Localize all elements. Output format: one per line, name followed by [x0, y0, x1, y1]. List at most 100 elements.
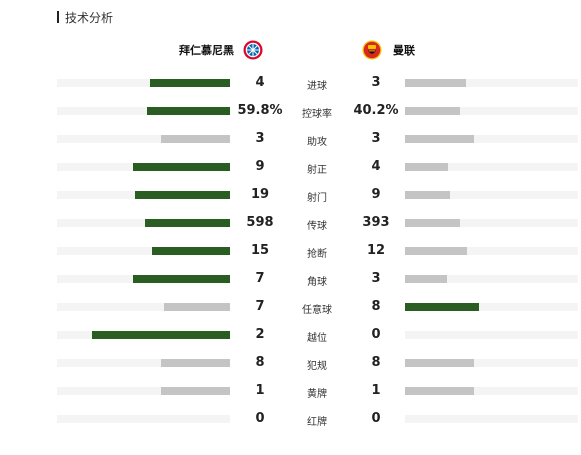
away-stat-bar — [405, 135, 578, 143]
home-stat-value: 59.8% — [237, 103, 283, 118]
home-stat-bar — [57, 275, 230, 283]
home-stat-bar — [57, 191, 230, 199]
home-stat-bar-fill — [133, 275, 230, 283]
stat-label: 犯规 — [307, 361, 327, 372]
away-stat-bar-fill — [405, 135, 474, 143]
home-stat-value: 598 — [246, 215, 274, 230]
stat-label: 射正 — [307, 165, 327, 176]
stat-row: 9 射正 4 — [0, 154, 581, 182]
home-stat-bar — [57, 219, 230, 227]
away-stat-value: 3 — [371, 271, 381, 286]
home-stat-value: 19 — [250, 187, 270, 202]
away-stat-value: 3 — [371, 131, 381, 146]
stat-row: 0 红牌 0 — [0, 406, 581, 434]
home-stat-value: 1 — [255, 383, 265, 398]
home-stat-value: 2 — [255, 327, 265, 342]
home-team[interactable]: 拜仁慕尼黑 — [179, 40, 263, 60]
home-stat-bar-fill — [161, 359, 230, 367]
stat-row: 15 抢断 12 — [0, 238, 581, 266]
home-stat-bar — [57, 331, 230, 339]
home-stat-bar-fill — [150, 79, 230, 87]
stat-label: 传球 — [307, 221, 327, 232]
away-stat-bar — [405, 107, 578, 115]
away-stat-value: 4 — [371, 159, 381, 174]
stat-row: 8 犯规 8 — [0, 350, 581, 378]
away-stat-bar-fill — [405, 387, 474, 395]
stat-label: 抢断 — [307, 249, 327, 260]
away-stat-bar — [405, 359, 578, 367]
home-stat-value: 9 — [255, 159, 265, 174]
home-team-name[interactable]: 拜仁慕尼黑 — [179, 44, 234, 57]
home-stat-bar-fill — [147, 107, 230, 115]
section-header: 技术分析 — [57, 9, 113, 25]
home-stat-value: 15 — [250, 243, 270, 258]
home-stat-value: 4 — [255, 75, 265, 90]
stat-row: 1 黄牌 1 — [0, 378, 581, 406]
stat-row: 19 射门 9 — [0, 182, 581, 210]
away-stat-value: 9 — [371, 187, 381, 202]
away-stat-bar — [405, 191, 578, 199]
stat-label: 进球 — [307, 81, 327, 92]
home-stat-bar — [57, 107, 230, 115]
stat-label: 控球率 — [302, 109, 332, 120]
stat-row: 3 助攻 3 — [0, 126, 581, 154]
home-stat-bar-fill — [145, 219, 230, 227]
stat-row: 598 传球 393 — [0, 210, 581, 238]
stat-label: 黄牌 — [307, 389, 327, 400]
away-stat-bar-fill — [405, 359, 474, 367]
away-team-name[interactable]: 曼联 — [393, 44, 415, 57]
away-team[interactable]: 曼联 — [362, 40, 415, 60]
away-stat-bar — [405, 163, 578, 171]
home-stat-value: 3 — [255, 131, 265, 146]
away-stat-bar-fill — [405, 247, 467, 255]
away-stat-value: 12 — [366, 243, 386, 258]
stats-list: 4 进球 3 59.8% 控球率 40.2% 3 助攻 3 9 射正 4 19 射门 9 598 传球 393 15… — [0, 70, 581, 434]
away-stat-value: 8 — [371, 355, 381, 370]
home-stat-value: 8 — [255, 355, 265, 370]
home-stat-bar — [57, 359, 230, 367]
away-stat-bar-fill — [405, 79, 466, 87]
home-stat-bar-fill — [164, 303, 230, 311]
away-stat-bar — [405, 331, 578, 339]
section-title: 技术分析 — [65, 10, 114, 25]
stat-label: 任意球 — [302, 305, 332, 316]
stat-row: 4 进球 3 — [0, 70, 581, 98]
away-stat-bar — [405, 275, 578, 283]
home-stat-bar-fill — [161, 135, 230, 143]
bayern-munich-logo-icon — [243, 40, 263, 60]
stat-row: 7 任意球 8 — [0, 294, 581, 322]
home-stat-value: 7 — [255, 299, 265, 314]
stat-label: 射门 — [307, 193, 327, 204]
away-stat-bar — [405, 415, 578, 423]
home-stat-bar — [57, 163, 230, 171]
away-stat-bar-fill — [405, 303, 479, 311]
stat-label: 助攻 — [307, 137, 327, 148]
away-stat-bar-fill — [405, 191, 450, 199]
home-stat-value: 0 — [255, 411, 265, 426]
away-stat-bar — [405, 219, 578, 227]
away-stat-value: 3 — [371, 75, 381, 90]
away-stat-value: 0 — [371, 411, 381, 426]
manchester-united-logo-icon — [362, 40, 382, 60]
away-stat-value: 8 — [371, 299, 381, 314]
away-stat-value: 40.2% — [353, 103, 399, 118]
stat-row: 59.8% 控球率 40.2% — [0, 98, 581, 126]
stat-row: 7 角球 3 — [0, 266, 581, 294]
home-stat-bar — [57, 135, 230, 143]
home-stat-bar-fill — [92, 331, 230, 339]
away-stat-bar-fill — [405, 163, 448, 171]
home-stat-bar — [57, 247, 230, 255]
away-stat-value: 393 — [362, 215, 390, 230]
away-stat-bar — [405, 79, 578, 87]
home-stat-bar — [57, 79, 230, 87]
away-stat-bar-fill — [405, 219, 460, 227]
home-stat-bar-fill — [133, 163, 230, 171]
stat-label: 越位 — [307, 333, 327, 344]
away-stat-bar — [405, 303, 578, 311]
home-stat-value: 7 — [255, 271, 265, 286]
home-stat-bar-fill — [135, 191, 230, 199]
away-stat-bar-fill — [405, 275, 447, 283]
away-stat-value: 1 — [371, 383, 381, 398]
stat-row: 2 越位 0 — [0, 322, 581, 350]
